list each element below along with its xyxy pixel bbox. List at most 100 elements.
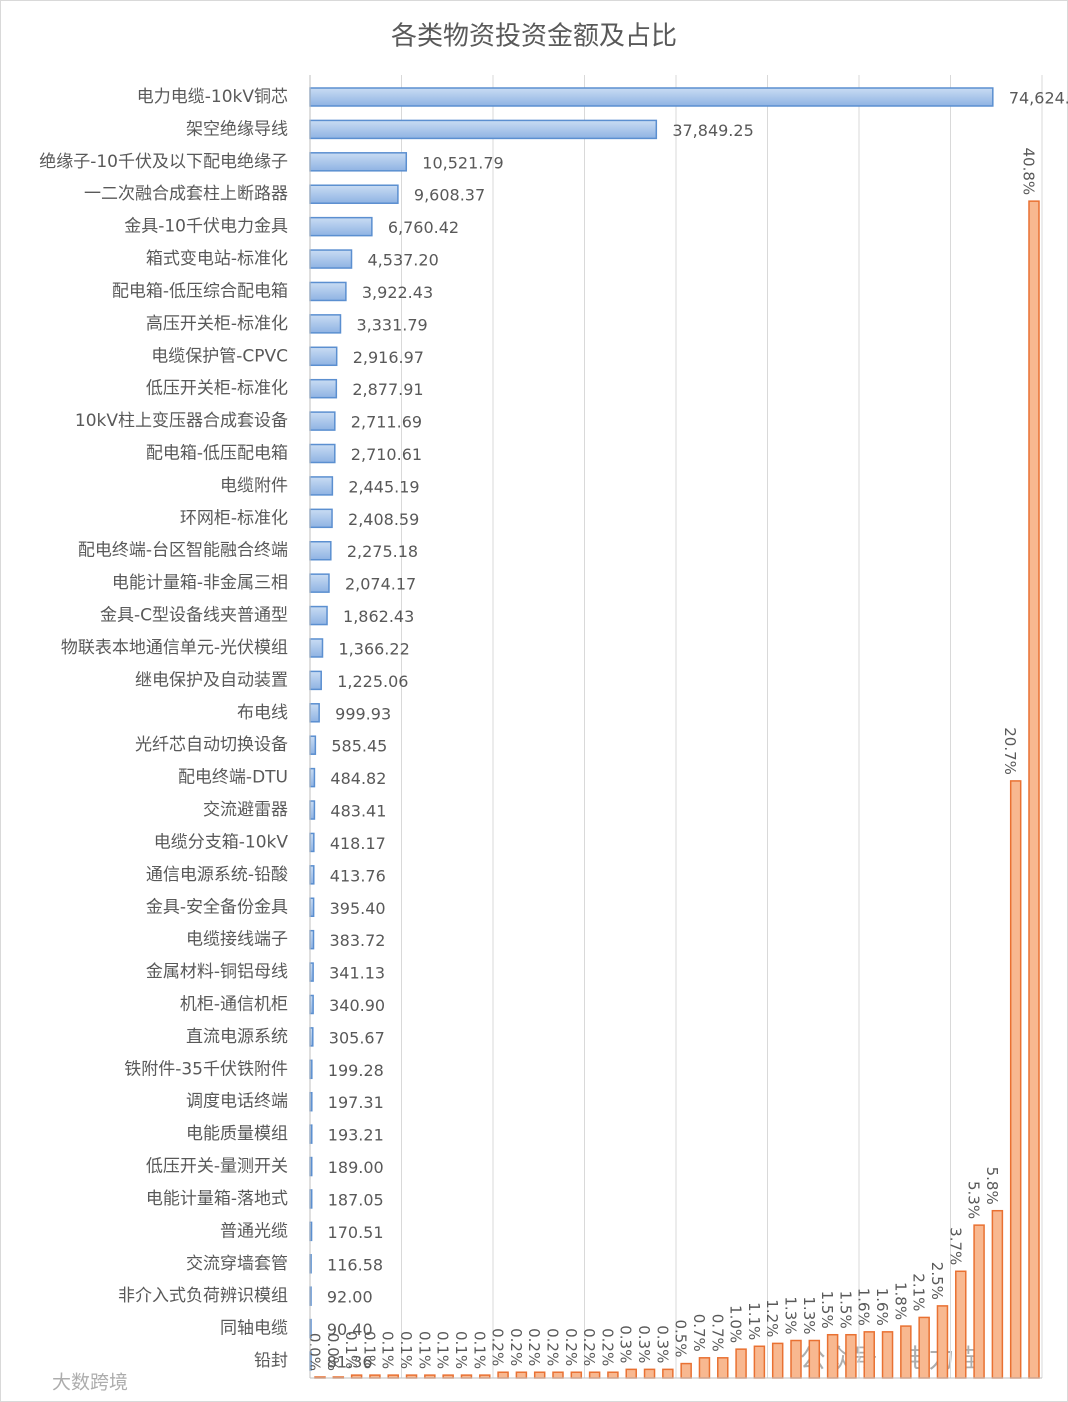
- y-tick-label: 低压开关-量测开关: [146, 1157, 288, 1177]
- data-label: 413.76: [330, 866, 386, 885]
- data-label: 0.2%: [562, 1328, 580, 1366]
- y-tick-label: 箱式变电站-标准化: [146, 249, 288, 269]
- bar: [309, 346, 338, 367]
- y-tick-label: 配电终端-台区智能融合终端: [78, 541, 288, 561]
- data-label: 305.67: [329, 1028, 385, 1047]
- data-label: 2,710.61: [351, 445, 422, 464]
- bar: [309, 443, 336, 464]
- y-tick-label: 金具-C型设备线夹普通型: [100, 606, 288, 626]
- data-label: 0.5%: [672, 1319, 690, 1357]
- y-tick-label: 光纤芯自动切换设备: [135, 735, 288, 755]
- bar: [643, 1368, 656, 1379]
- y-tick-label: 电能质量模组: [186, 1124, 288, 1144]
- y-tick-label: 物联表本地通信单元-光伏模组: [61, 638, 288, 658]
- data-label: 341.13: [329, 964, 385, 983]
- data-label: 5.3%: [965, 1181, 983, 1219]
- data-label: 585.45: [331, 737, 387, 756]
- data-label: 0.7%: [708, 1314, 726, 1352]
- bar: [900, 1325, 912, 1379]
- data-label: 40.8%: [1020, 147, 1038, 195]
- data-label: 37,849.25: [672, 121, 753, 140]
- y-tick-label: 10kV柱上变压器合成套设备: [75, 411, 288, 431]
- bar: [771, 1342, 784, 1379]
- y-tick-label: 电力电缆-10kV铜芯: [137, 87, 288, 107]
- data-label: 340.90: [329, 996, 385, 1015]
- data-label: 1.3%: [800, 1296, 818, 1334]
- bar: [918, 1316, 930, 1379]
- bar: [497, 1371, 509, 1379]
- data-label: 1,366.22: [339, 639, 410, 658]
- y-tick-label: 通信电源系统-铅酸: [146, 865, 288, 885]
- bar: [309, 865, 315, 885]
- bar: [1028, 200, 1040, 1379]
- bar: [991, 1209, 1004, 1379]
- data-label: 10,521.79: [422, 153, 503, 172]
- data-label: 1.8%: [891, 1282, 909, 1320]
- data-label: 20.7%: [1001, 727, 1019, 775]
- data-label: 170.51: [328, 1223, 384, 1242]
- bar: [309, 249, 353, 269]
- y-tick-label: 电能计量箱-非金属三相: [112, 573, 288, 593]
- bar: [309, 703, 320, 723]
- y-tick-label: 绝缘子-10千伏及以下配电绝缘子: [39, 152, 288, 172]
- bar: [790, 1339, 802, 1379]
- data-label: 0.2%: [489, 1328, 507, 1366]
- bar: [309, 638, 324, 658]
- data-label: 2,711.69: [351, 413, 422, 432]
- data-label: 2,445.19: [348, 477, 419, 496]
- y-tick-label: 电能计量箱-落地式: [146, 1189, 288, 1209]
- data-label: 1.6%: [855, 1288, 873, 1326]
- data-label: 9,608.37: [414, 186, 485, 205]
- data-label: 90.40: [327, 1320, 373, 1339]
- y-tick-label: 金具-安全备份金具: [146, 897, 288, 917]
- bar: [717, 1357, 729, 1379]
- data-label: 4,537.20: [368, 251, 439, 270]
- y-tick-label: 普通光缆: [220, 1221, 288, 1241]
- bar: [309, 216, 373, 237]
- data-label: 0.2%: [507, 1328, 525, 1366]
- data-label: 92.00: [327, 1288, 373, 1307]
- y-tick-label: 同轴电缆: [220, 1319, 288, 1339]
- y-tick-label: 布电线: [237, 703, 288, 723]
- data-label: 0.1%: [452, 1331, 470, 1369]
- data-label: 484.82: [330, 769, 386, 788]
- data-label: 2.5%: [928, 1262, 946, 1300]
- bar: [309, 897, 315, 918]
- data-label: 2,877.91: [352, 380, 423, 399]
- data-label: 0.7%: [690, 1314, 708, 1352]
- bar: [309, 929, 315, 950]
- bar: [588, 1371, 601, 1379]
- data-label: 0.2%: [598, 1328, 616, 1366]
- data-label: 6,760.42: [388, 218, 459, 237]
- data-label: 2,408.59: [348, 510, 419, 529]
- data-label: 3,922.43: [362, 283, 433, 302]
- data-label: 0.2%: [580, 1328, 598, 1366]
- chart-title: 各类物资投资金额及占比: [391, 22, 677, 52]
- y-tick-label: 配电箱-低压综合配电箱: [112, 281, 288, 301]
- data-label: 1.0%: [727, 1305, 745, 1343]
- data-label: 193.21: [328, 1126, 384, 1145]
- bar: [309, 411, 336, 431]
- bar: [309, 540, 332, 561]
- data-label: 0.3%: [635, 1325, 653, 1363]
- data-label: 0.1%: [397, 1331, 415, 1369]
- y-tick-label: 继电保护及自动装置: [135, 670, 288, 690]
- y-tick-label: 高压开关柜-标准化: [146, 314, 288, 334]
- bar: [625, 1368, 637, 1379]
- data-label: 74,624.41: [1009, 89, 1068, 108]
- data-label: 1,862.43: [343, 607, 414, 626]
- data-label: 199.28: [328, 1061, 384, 1080]
- bar: [808, 1339, 821, 1379]
- bar: [309, 87, 994, 107]
- bar: [826, 1333, 839, 1379]
- data-label: 2,074.17: [345, 575, 416, 594]
- bar: [936, 1305, 949, 1379]
- data-label: 0.2%: [544, 1328, 562, 1366]
- y-tick-label: 配电箱-低压配电箱: [146, 444, 288, 464]
- bar: [309, 314, 342, 334]
- data-label: 999.93: [335, 704, 391, 723]
- bar: [309, 281, 347, 302]
- bar: [309, 573, 330, 593]
- data-label: 0.1%: [470, 1331, 488, 1369]
